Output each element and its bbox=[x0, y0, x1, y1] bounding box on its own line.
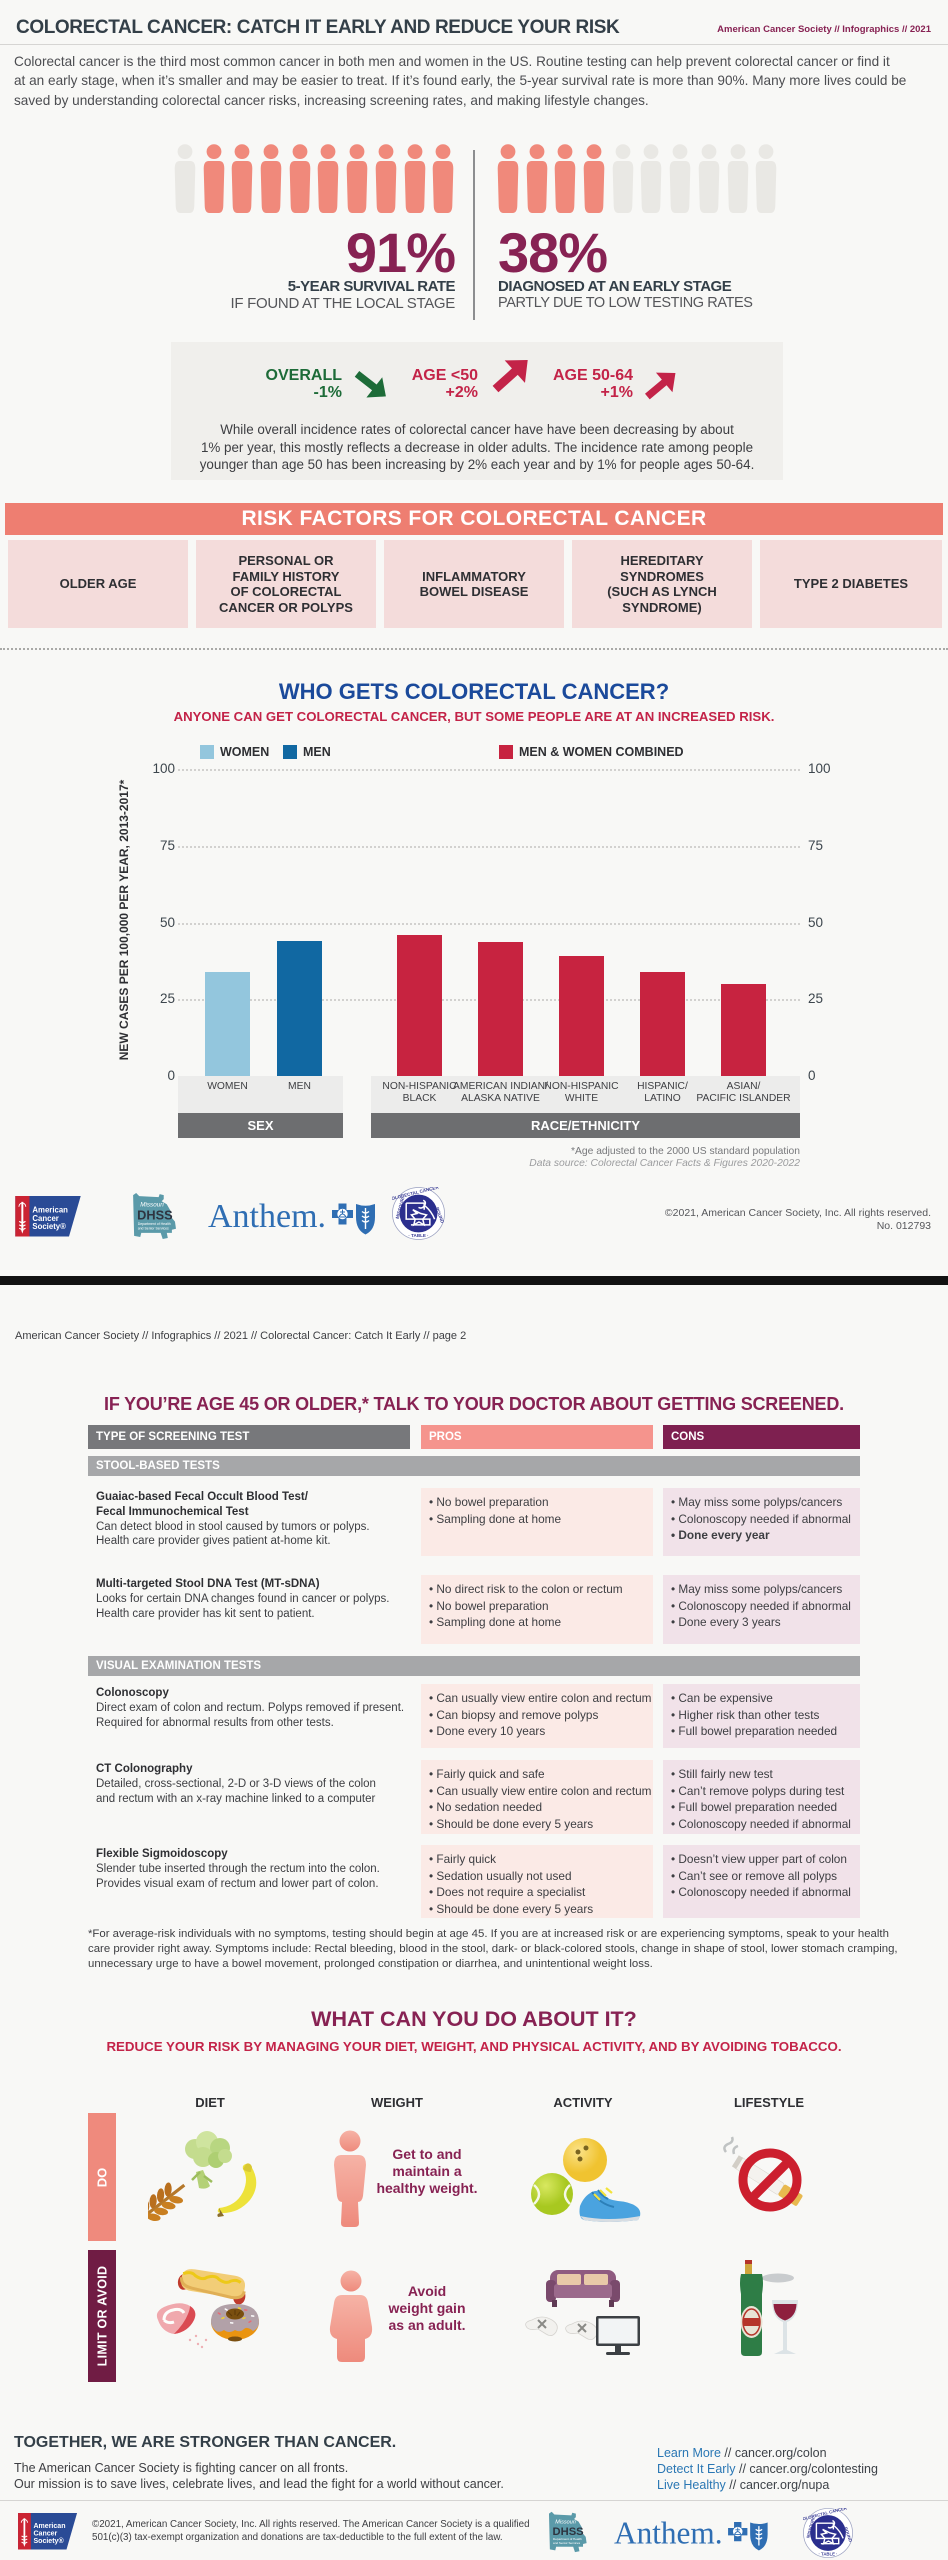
svg-text:Department of Health: Department of Health bbox=[138, 1222, 171, 1226]
svg-text:Missouri: Missouri bbox=[555, 2519, 576, 2525]
svg-text:Department of Health: Department of Health bbox=[553, 2537, 582, 2541]
svg-text:DHSS: DHSS bbox=[137, 1208, 172, 1223]
svg-text:Society®: Society® bbox=[32, 1222, 66, 1231]
svg-text:ROUND: ROUND bbox=[843, 2526, 853, 2542]
svg-text:Society®: Society® bbox=[33, 2537, 64, 2545]
svg-text:and Senior Services: and Senior Services bbox=[553, 2541, 581, 2545]
svg-text:MISSOURI: MISSOURI bbox=[395, 1197, 406, 1220]
svg-text:Cancer: Cancer bbox=[32, 1214, 58, 1223]
svg-text:Missouri: Missouri bbox=[140, 1201, 164, 1208]
svg-text:American: American bbox=[32, 1206, 68, 1215]
svg-text:American: American bbox=[33, 2523, 65, 2530]
svg-text:DHSS: DHSS bbox=[553, 2526, 585, 2538]
svg-text:Anthem.: Anthem. bbox=[614, 2516, 723, 2551]
svg-text:Cancer: Cancer bbox=[33, 2530, 57, 2537]
svg-text:Anthem.: Anthem. bbox=[208, 1198, 326, 1235]
svg-text:· TABLE ·: · TABLE · bbox=[818, 2551, 837, 2556]
svg-text:MISSOURI: MISSOURI bbox=[805, 2517, 815, 2539]
svg-text:ROUND: ROUND bbox=[435, 1206, 445, 1224]
svg-text:· TABLE ·: · TABLE · bbox=[408, 1233, 428, 1238]
svg-text:and Senior Services: and Senior Services bbox=[138, 1227, 169, 1231]
